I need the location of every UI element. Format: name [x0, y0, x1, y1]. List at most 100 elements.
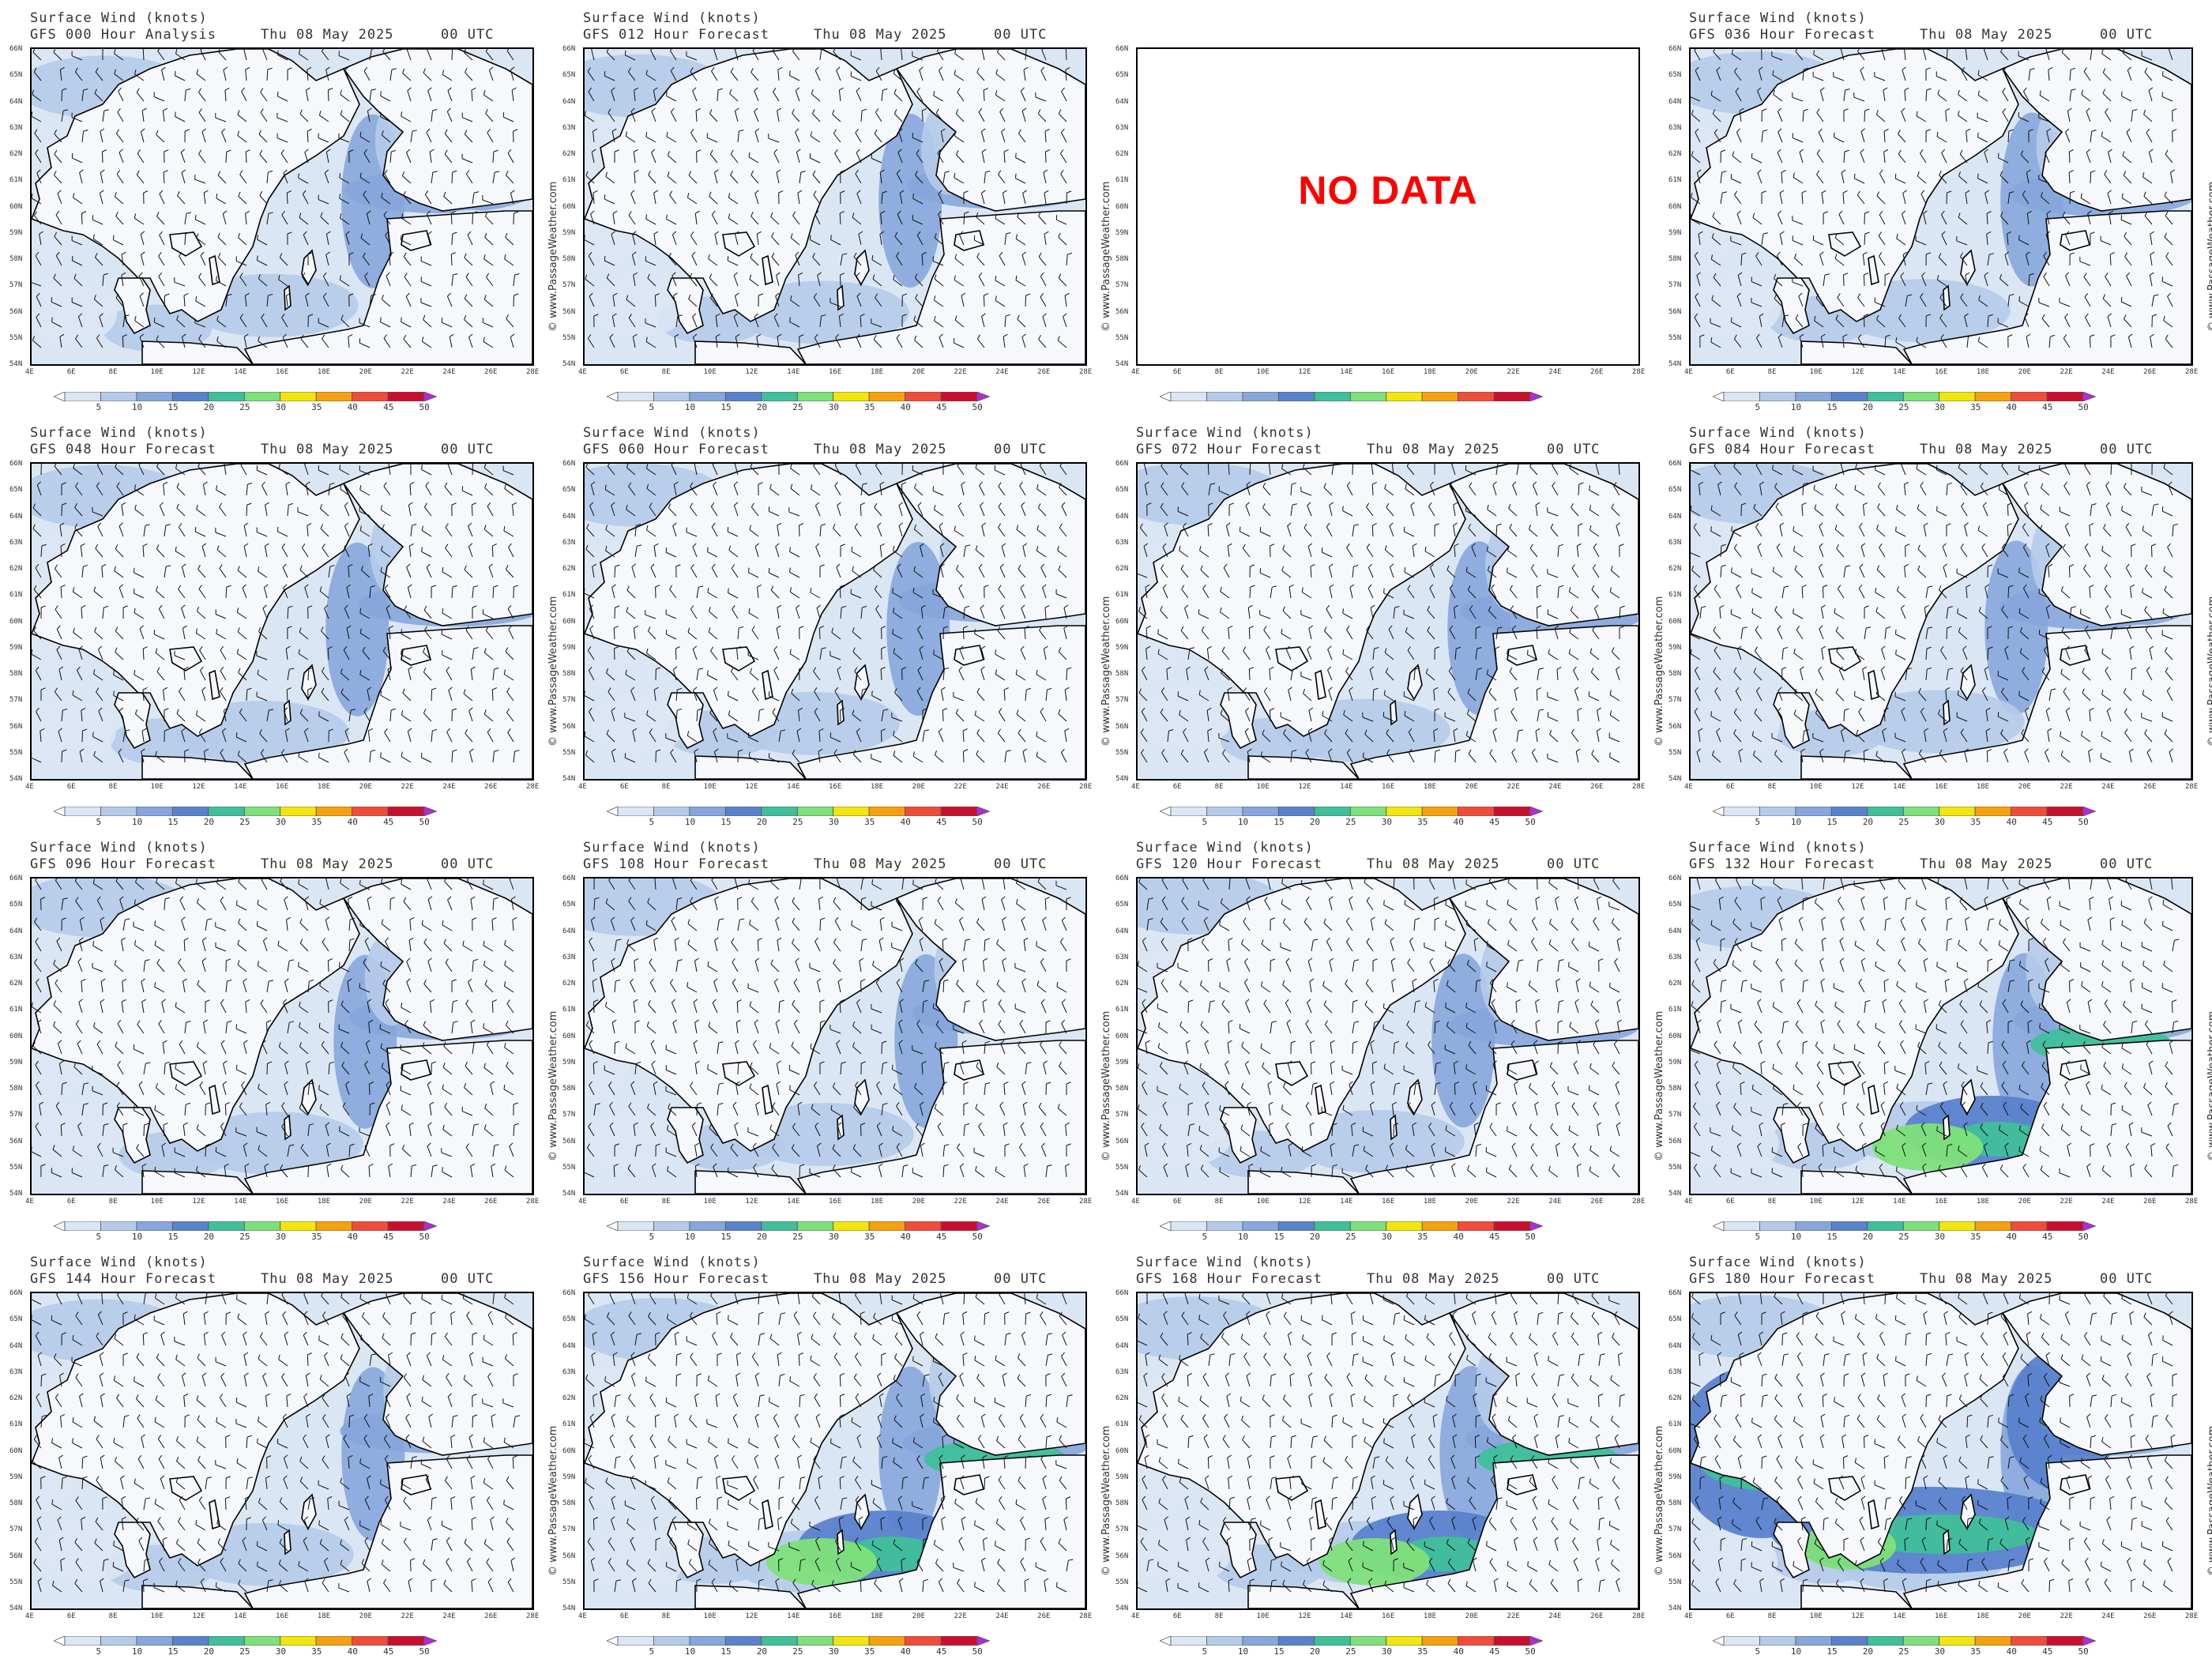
longitude-tick-label: 22E — [1507, 1198, 1520, 1206]
watermark-text: © www.PassageWeather.com — [2206, 1425, 2212, 1576]
wind-speed-legend — [1158, 804, 1602, 817]
longitude-tick-label: 28E — [2185, 783, 2199, 791]
longitude-tick-label: 12E — [1298, 783, 1311, 791]
longitude-tick-label: 6E — [66, 1612, 76, 1620]
forecast-date: Thu 08 May 2025 — [1920, 27, 2053, 43]
longitude-tick-label: 8E — [1214, 368, 1224, 376]
latitude-tick-label: 62N — [1668, 980, 1682, 988]
watermark: © www.PassageWeather.com — [536, 948, 559, 1161]
latitude-tick-label: 56N — [562, 1552, 576, 1560]
forecast-label: GFS 060 Hour Forecast — [583, 442, 769, 457]
legend-label: 15 — [720, 817, 732, 827]
legend-label: 15 — [720, 1646, 732, 1657]
forecast-utc: 00 UTC — [2100, 27, 2154, 43]
forecast-panel: Surface Wind (knots) GFS 072 Hour Forecas… — [1106, 415, 1665, 830]
latitude-tick-label: 64N — [1668, 512, 1682, 521]
wind-field — [585, 878, 1085, 1194]
wind-barbs — [32, 464, 520, 763]
legend-label: 20 — [756, 402, 768, 412]
forecast-panel: Surface Wind (knots) GFS 108 Hour Forecas… — [553, 830, 1112, 1244]
forecast-label: GFS 132 Hour Forecast — [1689, 856, 1875, 872]
longitude-tick-label: 18E — [1976, 1198, 1990, 1206]
legend-label: 50 — [1525, 1646, 1536, 1657]
legend-label: 35 — [864, 817, 875, 827]
latitude-tick-label: 60N — [562, 617, 576, 626]
legend-label: 15 — [1273, 1646, 1285, 1657]
latitude-tick-label: 60N — [1668, 617, 1682, 626]
wind-map — [30, 462, 534, 781]
longitude-tick-label: 16E — [1935, 1612, 1948, 1620]
wind-barbs — [32, 878, 519, 1178]
longitude-tick-label: 28E — [1632, 1198, 1646, 1206]
latitude-tick-label: 63N — [1668, 538, 1682, 547]
latitude-tick-label: 58N — [1668, 255, 1682, 263]
legend-label: 20 — [203, 817, 215, 827]
latitude-tick-label: 58N — [9, 670, 23, 678]
longitude-tick-label: 6E — [66, 368, 76, 376]
longitude-tick-label: 10E — [1809, 1198, 1823, 1206]
latitude-tick-label: 63N — [1115, 538, 1129, 547]
longitude-tick-label: 8E — [108, 1198, 118, 1206]
longitude-tick-label: 14E — [1893, 1198, 1906, 1206]
latitude-tick-label: 64N — [562, 512, 576, 521]
legend-label: 40 — [1453, 1232, 1464, 1242]
legend-label: 15 — [1273, 1232, 1285, 1242]
watermark: © www.PassageWeather.com — [1089, 948, 1112, 1161]
latitude-tick-label: 55N — [1668, 333, 1682, 342]
longitude-tick-label: 20E — [359, 783, 372, 791]
legend-label: 30 — [1381, 817, 1392, 827]
longitude-tick-label: 22E — [2060, 783, 2073, 791]
longitude-tick-label: 10E — [703, 1198, 717, 1206]
latitude-tick-label: 62N — [9, 150, 23, 158]
forecast-utc: 00 UTC — [441, 442, 495, 457]
forecast-utc: 00 UTC — [2100, 856, 2154, 872]
longitude-tick-label: 10E — [1256, 783, 1270, 791]
legend-label: 10 — [684, 1646, 696, 1657]
latitude-tick-label: 63N — [1115, 953, 1129, 961]
legend-label: 45 — [1489, 1232, 1500, 1242]
wind-speed-legend — [1711, 389, 2155, 402]
legend-label: 10 — [684, 1232, 696, 1242]
longitude-tick-label: 18E — [1423, 368, 1437, 376]
forecast-date: Thu 08 May 2025 — [261, 27, 394, 43]
legend-label: 35 — [311, 1646, 322, 1657]
longitude-tick-label: 26E — [484, 1198, 498, 1206]
legend-label: 15 — [1826, 1232, 1838, 1242]
longitude-tick-label: 16E — [276, 783, 289, 791]
latitude-tick-label: 65N — [562, 1315, 576, 1324]
longitude-tick-label: 24E — [995, 783, 1009, 791]
latitude-tick-label: 56N — [1668, 307, 1682, 316]
latitude-tick-label: 58N — [9, 255, 23, 263]
latitude-tick-label: 58N — [1115, 670, 1129, 678]
watermark-text: © www.PassageWeather.com — [2206, 1010, 2212, 1161]
chart-title: Surface Wind (knots) — [583, 840, 761, 856]
latitude-tick-label: 57N — [9, 281, 23, 290]
legend-label: 10 — [1790, 402, 1802, 412]
longitude-tick-label: 24E — [995, 368, 1009, 376]
legend-label: 5 — [649, 1646, 655, 1657]
latitude-tick-label: 65N — [1668, 1315, 1682, 1324]
legend-label: 15 — [1826, 402, 1838, 412]
longitude-tick-label: 26E — [2143, 368, 2157, 376]
latitude-tick-label: 56N — [562, 307, 576, 316]
longitude-tick-label: 28E — [1632, 368, 1646, 376]
latitude-tick-label: 57N — [1668, 1525, 1682, 1534]
latitude-tick-label: 59N — [9, 1058, 23, 1066]
latitude-tick-label: 58N — [1115, 1499, 1129, 1507]
latitude-tick-label: 65N — [9, 71, 23, 80]
longitude-tick-label: 20E — [912, 368, 925, 376]
watermark: © www.PassageWeather.com — [1642, 533, 1665, 747]
latitude-tick-label: 62N — [9, 1394, 23, 1402]
wind-barbs — [32, 1293, 521, 1593]
latitude-tick-label: 55N — [562, 1163, 576, 1172]
longitude-tick-label: 28E — [1079, 368, 1093, 376]
longitude-tick-label: 18E — [870, 1612, 884, 1620]
legend-label: 30 — [1934, 817, 1945, 827]
longitude-tick-label: 18E — [317, 783, 331, 791]
longitude-tick-label: 26E — [2143, 783, 2157, 791]
longitude-tick-label: 24E — [442, 1198, 456, 1206]
latitude-tick-label: 66N — [1115, 45, 1129, 53]
latitude-tick-label: 62N — [1668, 565, 1682, 573]
legend-label: 45 — [383, 1646, 394, 1657]
wind-barbs — [1138, 464, 1625, 763]
